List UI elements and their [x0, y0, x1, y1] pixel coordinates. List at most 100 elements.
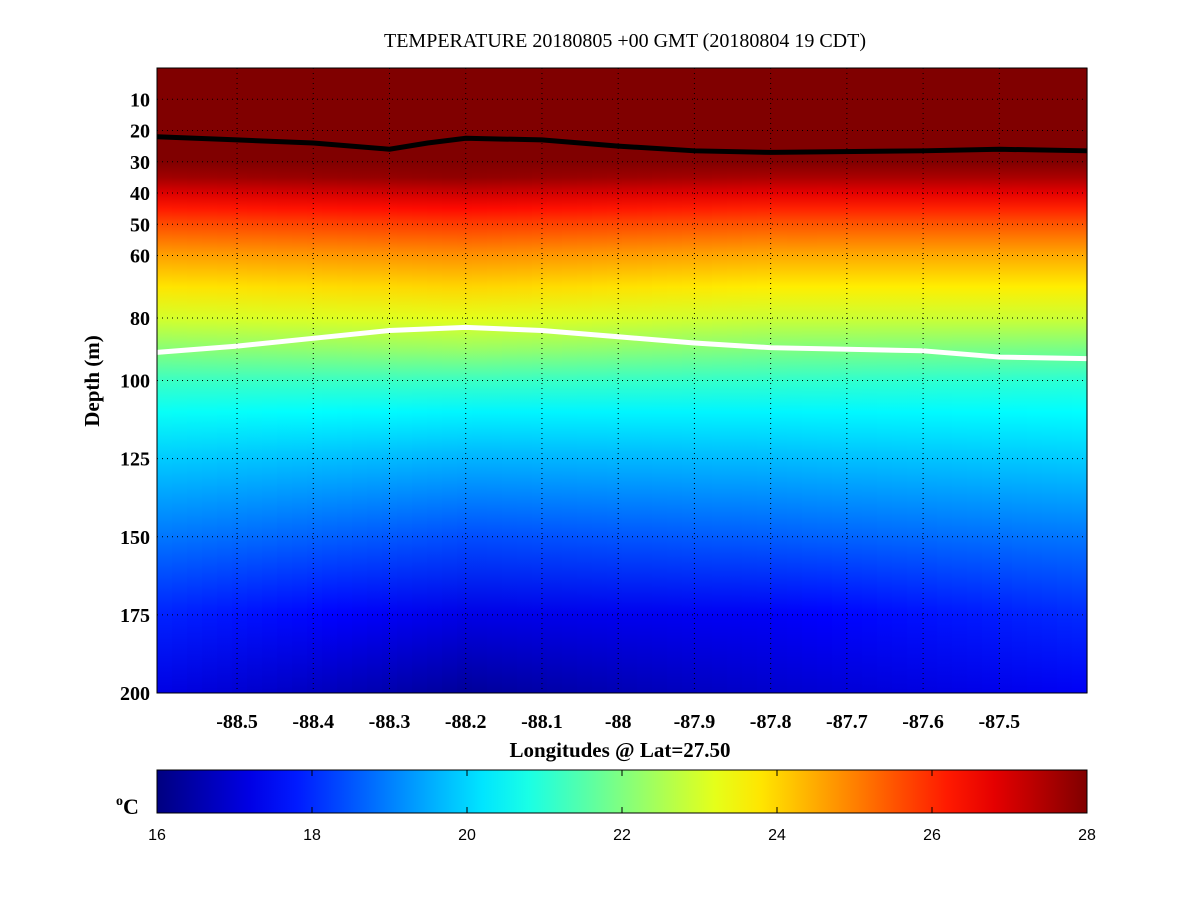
- x-tick-label: -87.5: [979, 711, 1021, 733]
- y-tick-label: 30: [130, 152, 150, 174]
- heatmap-column: [232, 68, 248, 693]
- heatmap-column: [337, 68, 353, 693]
- heatmap-column: [562, 68, 578, 693]
- heatmap-column: [292, 68, 308, 693]
- colorbar-tick-label: 26: [923, 827, 941, 844]
- heatmap-column: [397, 68, 413, 693]
- x-tick-label: -88.3: [369, 711, 411, 733]
- heatmap-column: [517, 68, 533, 693]
- heatmap-column: [607, 68, 623, 693]
- x-tick-label: -87.9: [674, 711, 716, 733]
- colorbar-tick-label: 16: [148, 827, 166, 844]
- y-tick-label: 80: [130, 308, 150, 330]
- heatmap-column: [907, 68, 923, 693]
- y-tick-label: 200: [120, 683, 150, 705]
- heatmap-column: [367, 68, 383, 693]
- heatmap-column: [592, 68, 608, 693]
- heatmap-column: [622, 68, 638, 693]
- heatmap-column: [412, 68, 428, 693]
- heatmap-column: [1072, 68, 1088, 693]
- heatmap-column: [262, 68, 278, 693]
- heatmap-column: [202, 68, 218, 693]
- plot-frame: [156, 67, 1088, 694]
- heatmap-column: [217, 68, 233, 693]
- heatmap-column: [877, 68, 893, 693]
- y-tick-label: 50: [130, 214, 150, 236]
- heatmap-column: [547, 68, 563, 693]
- x-tick-label: -88: [605, 711, 632, 733]
- heatmap-column: [1057, 68, 1073, 693]
- heatmap-column: [757, 68, 773, 693]
- heatmap-column: [847, 68, 863, 693]
- heatmap-column: [427, 68, 443, 693]
- y-tick-label: 100: [120, 371, 150, 393]
- heatmap-column: [577, 68, 593, 693]
- colorbar-unit-label: oC: [116, 794, 139, 819]
- colorbar-tick-label: 18: [303, 827, 321, 844]
- heatmap-column: [322, 68, 338, 693]
- heatmap-column: [967, 68, 983, 693]
- chart-title: TEMPERATURE 20180805 +00 GMT (20180804 1…: [384, 30, 866, 52]
- grid: [157, 68, 1087, 694]
- y-axis-label: Depth (m): [80, 335, 104, 427]
- heatmap-column: [247, 68, 263, 693]
- heatmap-column: [922, 68, 938, 693]
- heatmap-column: [442, 68, 458, 693]
- heatmap-column: [352, 68, 368, 693]
- x-tick-label: -88.2: [445, 711, 487, 733]
- y-tick-labels: 10 20 30 40 50 60 80 100 125 150 175 200: [120, 89, 150, 705]
- y-tick-label: 125: [120, 449, 150, 471]
- heatmap-column: [1027, 68, 1043, 693]
- heatmap-column: [277, 68, 293, 693]
- unit-c: C: [123, 794, 139, 819]
- x-tick-label: -87.7: [826, 711, 868, 733]
- x-tick-label: -87.6: [902, 711, 944, 733]
- y-tick-label: 150: [120, 527, 150, 549]
- heatmap-column: [502, 68, 518, 693]
- x-tick-label: -87.8: [750, 711, 792, 733]
- heatmap: [157, 68, 1088, 693]
- x-axis-label: Longitudes @ Lat=27.50: [509, 738, 730, 762]
- colorbar-tick-label: 22: [613, 827, 631, 844]
- heatmap-column: [1012, 68, 1028, 693]
- y-tick-label: 60: [130, 246, 150, 268]
- heatmap-column: [952, 68, 968, 693]
- heatmap-column: [832, 68, 848, 693]
- colorbar-tick-label: 20: [458, 827, 476, 844]
- heatmap-column: [172, 68, 188, 693]
- heatmap-column: [697, 68, 713, 693]
- heatmap-column: [817, 68, 833, 693]
- heatmap-column: [157, 68, 173, 693]
- heatmap-column: [1042, 68, 1058, 693]
- heatmap-column: [862, 68, 878, 693]
- colorbar-tick-label: 28: [1078, 827, 1096, 844]
- y-tick-label: 20: [130, 121, 150, 143]
- degree-sign: o: [116, 794, 123, 809]
- heatmap-column: [892, 68, 908, 693]
- heatmap-column: [652, 68, 668, 693]
- heatmap-column: [727, 68, 743, 693]
- heatmap-column: [307, 68, 323, 693]
- heatmap-column: [997, 68, 1013, 693]
- heatmap-column: [472, 68, 488, 693]
- heatmap-column: [712, 68, 728, 693]
- heatmap-column: [457, 68, 473, 693]
- x-tick-labels: -88.5 -88.4 -88.3 -88.2 -88.1 -88 -87.9 -87.8 -8…: [216, 711, 1020, 733]
- x-tick-label: -88.1: [521, 711, 563, 733]
- heatmap-column: [742, 68, 758, 693]
- heatmap-column: [772, 68, 788, 693]
- heatmap-column: [532, 68, 548, 693]
- heatmap-column: [787, 68, 803, 693]
- heatmap-column: [682, 68, 698, 693]
- y-tick-label: 10: [130, 89, 150, 111]
- heatmap-column: [667, 68, 683, 693]
- heatmap-column: [982, 68, 998, 693]
- heatmap-column: [802, 68, 818, 693]
- white-contour: [156, 324, 1088, 362]
- heatmap-column: [637, 68, 653, 693]
- heatmap-column: [382, 68, 398, 693]
- heatmap-column: [487, 68, 503, 693]
- black-contour: [156, 134, 1088, 155]
- colorbar-tick-label: 24: [768, 827, 786, 844]
